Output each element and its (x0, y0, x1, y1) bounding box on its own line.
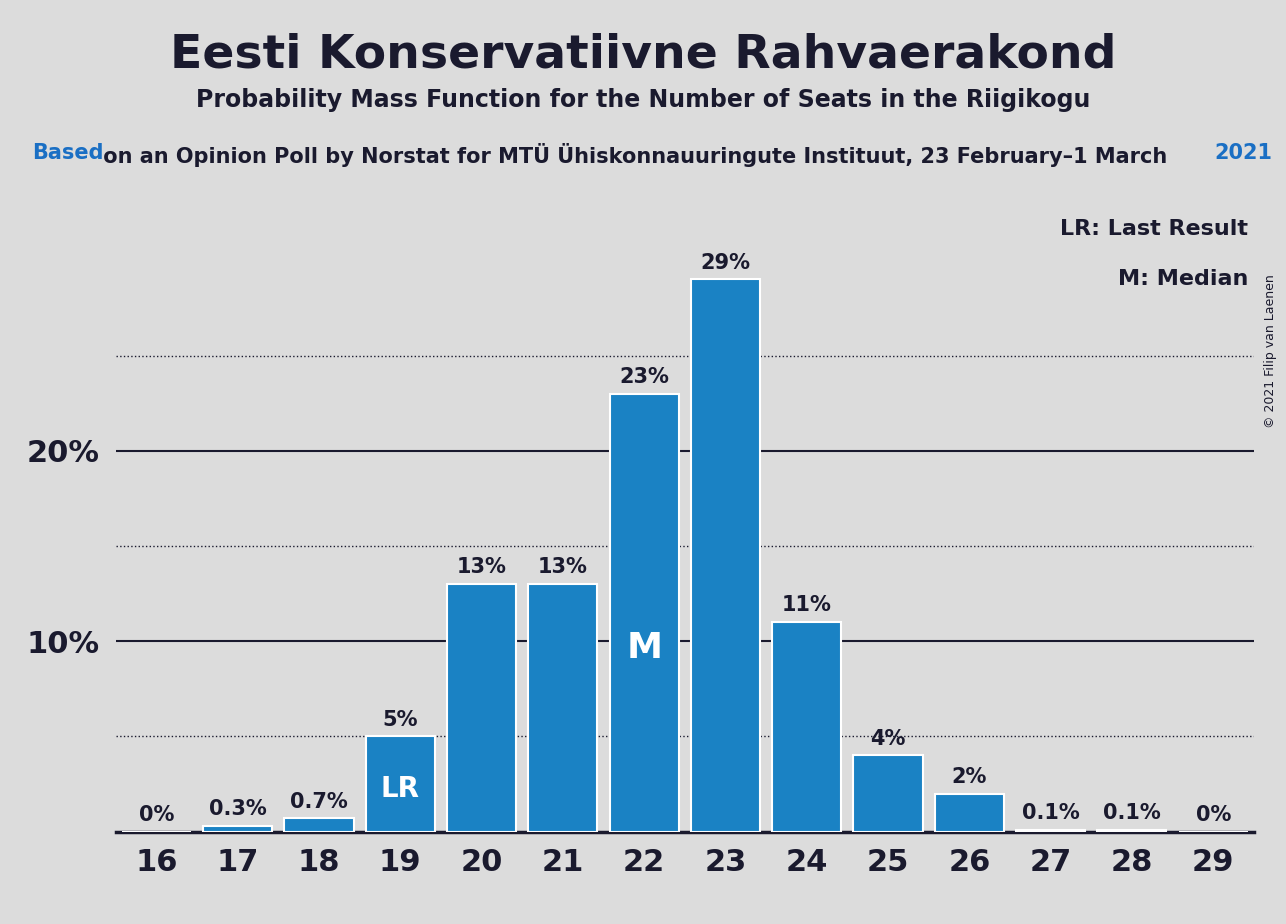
Bar (529, 584, 598, 832)
Text: 0%: 0% (1196, 805, 1231, 825)
Text: Probability Mass Function for the Number of Seats in the Riigikogu: Probability Mass Function for the Number… (195, 88, 1091, 112)
Text: 5%: 5% (382, 710, 418, 730)
Bar (1097, 830, 1166, 832)
Text: M: Median: M: Median (1118, 269, 1249, 289)
Bar (1016, 830, 1085, 832)
Bar (284, 819, 354, 832)
Bar (448, 584, 516, 832)
Text: 0%: 0% (139, 805, 174, 825)
Text: 4%: 4% (871, 729, 905, 748)
Text: 0.1%: 0.1% (1022, 803, 1079, 823)
Text: 0.1%: 0.1% (1103, 803, 1161, 823)
Text: 13%: 13% (457, 557, 507, 578)
Bar (203, 826, 273, 832)
Text: 2021: 2021 (1214, 143, 1272, 164)
Text: Based: Based (32, 143, 104, 164)
Text: LR: Last Result: LR: Last Result (1060, 219, 1249, 239)
Bar (935, 794, 1004, 832)
Bar (854, 756, 922, 832)
Bar (772, 622, 841, 832)
Bar (365, 736, 435, 832)
Text: 0.3%: 0.3% (208, 799, 266, 820)
Text: 23%: 23% (620, 367, 669, 387)
Text: 0.7%: 0.7% (291, 792, 347, 811)
Bar (691, 279, 760, 832)
Text: LR: LR (381, 774, 419, 803)
Text: on an Opinion Poll by Norstat for MTÜ Ühiskonnauuringute Instituut, 23 February–: on an Opinion Poll by Norstat for MTÜ Üh… (96, 143, 1168, 167)
Text: 11%: 11% (782, 595, 832, 615)
Text: 2%: 2% (952, 767, 988, 787)
Text: 29%: 29% (701, 253, 751, 273)
Text: Eesti Konservatiivne Rahvaerakond: Eesti Konservatiivne Rahvaerakond (170, 32, 1116, 78)
Text: © 2021 Filip van Laenen: © 2021 Filip van Laenen (1264, 274, 1277, 428)
Text: M: M (626, 631, 662, 664)
Text: 13%: 13% (538, 557, 588, 578)
Bar (610, 394, 679, 832)
